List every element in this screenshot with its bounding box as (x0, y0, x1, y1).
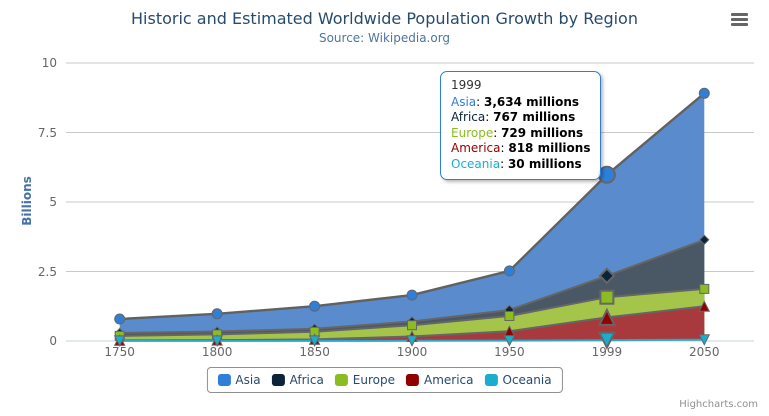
hamburger-icon (731, 23, 748, 26)
tooltip-row: America: 818 millions (451, 141, 591, 155)
legend-label: Europe (352, 373, 396, 387)
y-axis-label: 5 (49, 195, 57, 209)
tooltip-row: Africa: 767 millions (451, 110, 576, 124)
tooltip-series-name: Asia (451, 94, 477, 109)
tooltip-series-name: America (451, 141, 501, 155)
chart-title: Historic and Estimated Worldwide Populat… (131, 9, 638, 28)
y-axis-label: 10 (41, 56, 57, 70)
legend-item-africa[interactable]: Africa (271, 373, 324, 387)
tooltip-series-name: Europe (451, 125, 494, 140)
credits-link[interactable]: Highcharts.com (679, 399, 758, 410)
legend-item-oceania[interactable]: Oceania (484, 373, 552, 387)
tooltip-series-name: Oceania (451, 156, 501, 171)
tooltip-series-name: Africa (451, 110, 486, 124)
y-axis-label: 7.5 (37, 125, 57, 140)
x-axis-label: 1999 (591, 345, 623, 359)
y-axis-label: 0 (49, 334, 57, 348)
hamburger-icon (731, 18, 748, 21)
context-menu-button[interactable] (731, 13, 748, 26)
legend-label: America (424, 373, 474, 387)
legend-swatch-icon (271, 374, 285, 386)
x-axis-label: 1950 (494, 345, 525, 359)
legend-swatch-icon (406, 374, 420, 386)
tooltip-series-value: 767 millions (493, 110, 576, 124)
x-axis-label: 2050 (689, 345, 720, 359)
legend: Asia Africa Europe America Oceania (206, 367, 563, 393)
x-axis-label: 1850 (299, 345, 330, 359)
legend-label: Oceania (502, 373, 552, 387)
x-axis-label: 1900 (396, 345, 428, 359)
legend-item-america[interactable]: America (406, 373, 474, 387)
tooltip-series-value: 729 millions (501, 125, 584, 140)
x-axis-label: 1800 (201, 345, 233, 359)
tooltip-header: 1999 (451, 78, 482, 92)
tooltip: 1999 Asia: 3,634 millions Africa: 767 mil… (440, 71, 602, 180)
legend-label: Africa (289, 373, 324, 387)
legend-item-europe[interactable]: Europe (334, 373, 396, 387)
legend-label: Asia (235, 373, 261, 387)
area-asia[interactable] (119, 93, 705, 341)
y-axis-title: Billions (20, 176, 34, 226)
chart-subtitle: Source: Wikipedia.org (318, 31, 451, 45)
hamburger-icon (731, 13, 748, 16)
x-axis-label: 1750 (104, 345, 135, 359)
tooltip-row: Europe: 729 millions (451, 125, 584, 140)
legend-swatch-icon (484, 374, 498, 386)
tooltip-series-value: 818 millions (508, 141, 591, 155)
area-america[interactable] (119, 306, 705, 341)
legend-swatch-icon (217, 374, 231, 386)
series-oceania-markers[interactable] (113, 331, 711, 350)
legend-item-asia[interactable]: Asia (217, 373, 261, 387)
tooltip-series-value: 30 millions (507, 156, 582, 171)
series-asia-markers[interactable] (114, 87, 710, 325)
legend-swatch-icon (334, 374, 348, 386)
tooltip-series-value: 3,634 millions (484, 94, 580, 109)
tooltip-rows: Asia: 3,634 millions Africa: 767 millions… (451, 95, 590, 173)
tooltip-row: Asia: 3,634 millions (451, 94, 580, 109)
tooltip-row: Oceania: 30 millions (451, 156, 582, 171)
y-axis-label: 2.5 (37, 264, 57, 279)
